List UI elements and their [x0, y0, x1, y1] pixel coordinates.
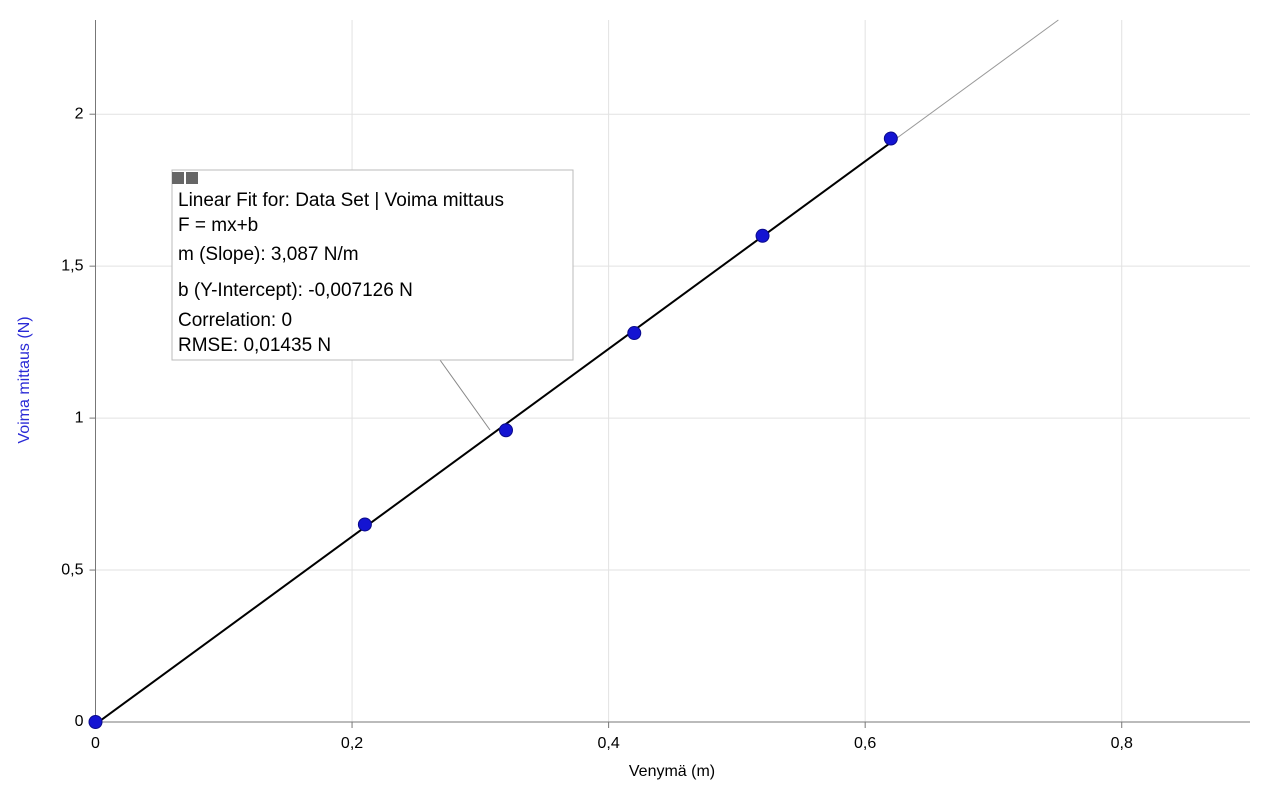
x-axis-label: Venymä (m): [629, 763, 715, 780]
fit-extension: [890, 19, 1059, 143]
x-tick-label: 0,2: [341, 735, 363, 752]
leader-line: [439, 359, 491, 431]
fit-title: Linear Fit for: Data Set | Voima mittaus: [178, 190, 504, 211]
fit-rmse: RMSE: 0,01435 N: [178, 335, 331, 356]
x-tick-label: 0: [91, 735, 100, 752]
data-point: [627, 326, 642, 341]
fit-annotation: Linear Fit for: Data Set | Voima mittaus…: [171, 169, 574, 361]
plot-area: 0 0,2 0,4 0,6 0,8 0 0,5 1 1,5 2: [61, 19, 1250, 752]
data-point: [357, 517, 372, 532]
x-tick-label: 0,6: [854, 735, 876, 752]
data-point: [755, 228, 770, 243]
y-axis-label: Voima mittaus (N): [16, 316, 33, 443]
y-tick-label: 2: [75, 105, 84, 122]
annotation-box: [171, 169, 574, 361]
fit-equation: F = mx+b: [178, 215, 258, 236]
fit-correlation: Correlation: 0: [178, 310, 292, 331]
y-tick-label: 1,5: [61, 257, 83, 274]
x-tick-label: 0,4: [597, 735, 619, 752]
y-tick-label: 0: [75, 713, 84, 730]
collapse-icon[interactable]: [186, 172, 198, 184]
data-point: [88, 715, 103, 729]
data-point: [883, 131, 898, 146]
y-tick-label: 1: [75, 409, 84, 426]
data-point: [498, 423, 513, 438]
fit-intercept: b (Y-Intercept): -0,007126 N: [178, 280, 413, 301]
fit-slope: m (Slope): 3,087 N/m: [178, 244, 359, 265]
x-tick-label: 0,8: [1111, 735, 1133, 752]
y-tick-label: 0,5: [61, 561, 83, 578]
close-icon[interactable]: [172, 172, 184, 184]
